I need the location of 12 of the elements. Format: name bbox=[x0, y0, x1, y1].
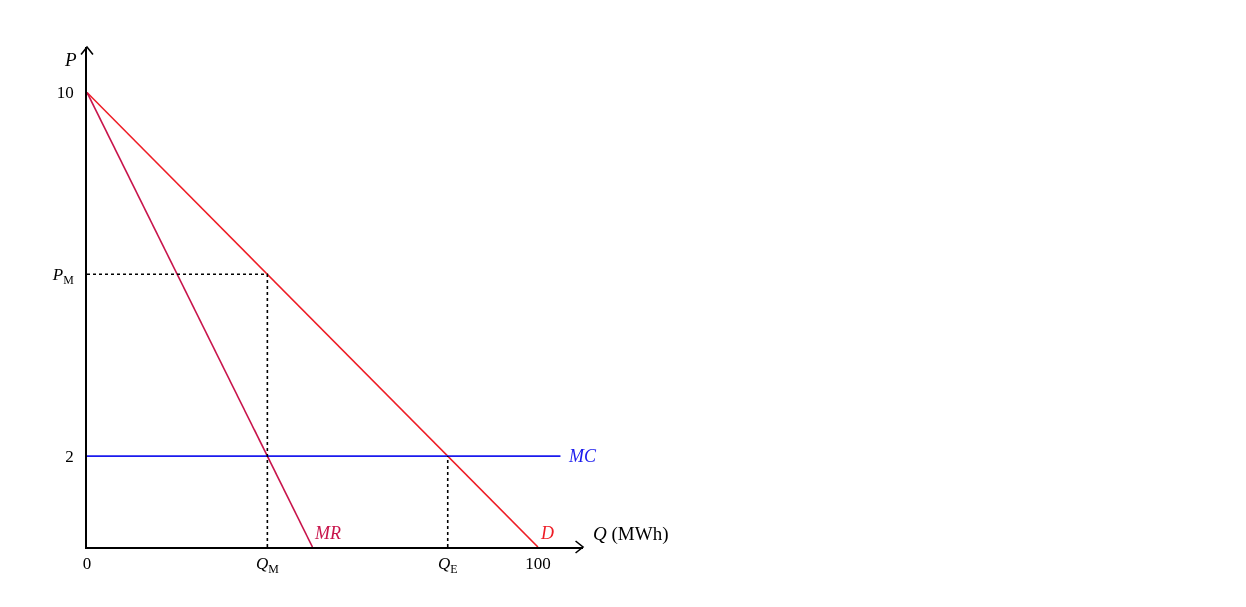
series-label: D bbox=[540, 523, 554, 543]
y-tick-label: 2 bbox=[65, 447, 74, 467]
series-label: MR bbox=[314, 523, 341, 543]
x-tick-label: 100 bbox=[525, 554, 551, 574]
y-tick-label: 10 bbox=[56, 83, 74, 103]
x-tick-label: Q$_{M}$ bbox=[255, 554, 280, 576]
x-tick-label: Q$_{E}$ bbox=[437, 554, 458, 576]
y-tick-label: P$_{M}$ bbox=[51, 265, 75, 287]
x-axis-title: Q (MWh) bbox=[593, 523, 669, 545]
y-axis-title: P bbox=[64, 49, 77, 70]
x-tick-label: 0 bbox=[82, 554, 92, 574]
series-label: MC bbox=[568, 446, 597, 466]
